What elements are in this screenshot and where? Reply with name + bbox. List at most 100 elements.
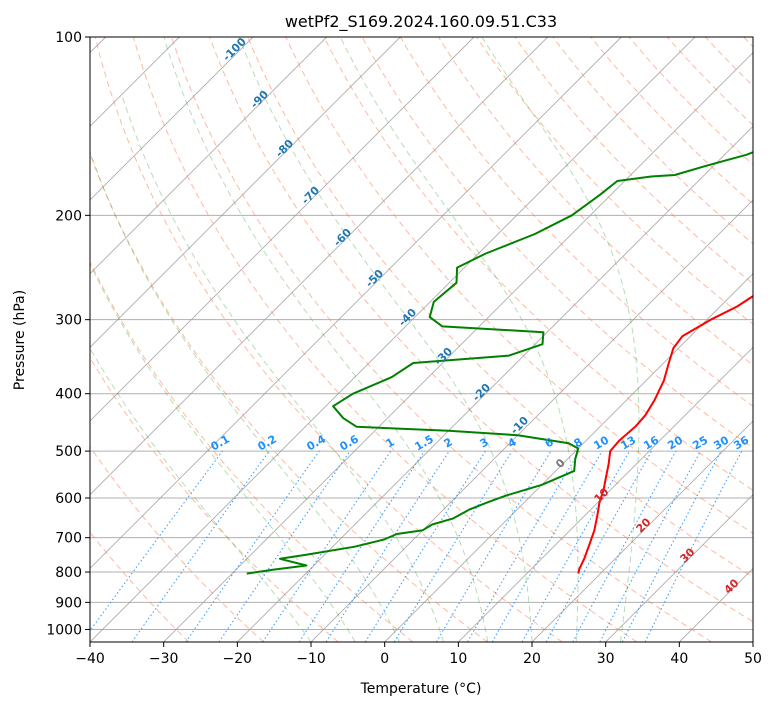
isotherm-label: -30: [432, 345, 455, 368]
mixing-ratio-label: 1: [384, 435, 397, 450]
dry-adiabat-line: [171, 37, 712, 642]
mixing-ratio-label: 8: [572, 435, 585, 450]
y-tick-label: 800: [55, 565, 82, 581]
dry-adiabat-label: 10: [592, 485, 612, 505]
x-tick-label: −40: [75, 651, 105, 667]
mixing-ratio-line: [90, 450, 223, 632]
mixing-ratio-label: 4: [506, 435, 519, 450]
mixing-ratio-label: 0.2: [256, 432, 279, 453]
x-tick-label: 0: [380, 651, 389, 667]
y-tick-label: 400: [55, 387, 82, 403]
chart-title: wetPf2_S169.2024.160.09.51.C33: [285, 12, 557, 32]
isotherm-line: [458, 346, 753, 642]
y-tick-label: 300: [55, 313, 82, 329]
isotherm-line: [237, 125, 753, 642]
moist-adiabat-line: [339, 37, 579, 642]
mixing-ratio-line: [545, 450, 653, 642]
y-axis-label: Pressure (hPa): [12, 290, 28, 390]
x-tick-label: 10: [449, 651, 467, 667]
dry-adiabat-line: [90, 446, 264, 642]
moist-adiabat-line: [90, 262, 356, 642]
isotherm-label: -20: [470, 381, 493, 404]
y-tick-label: 600: [55, 491, 82, 507]
mixing-ratio-label: 13: [618, 434, 638, 453]
isotherm-line: [163, 52, 753, 642]
isotherm-line: [605, 494, 753, 642]
y-tick-label: 100: [55, 30, 82, 46]
isotherm-label: -10: [508, 414, 531, 437]
mixing-ratio-line: [131, 450, 270, 642]
x-tick-label: 50: [744, 651, 762, 667]
dry-adiabat-line: [476, 37, 753, 325]
mixing-ratio-label: 30: [711, 433, 731, 452]
mixing-ratio-label: 6: [543, 435, 556, 450]
plot-frame: [89, 36, 754, 643]
x-tick-label: −30: [149, 651, 179, 667]
moist-adiabat-line: [121, 94, 445, 642]
moist-adiabat-line: [90, 150, 400, 642]
dry-adiabat-line: [285, 37, 753, 535]
mixing-ratio-line: [185, 450, 320, 642]
x-tick-label: −20: [223, 651, 253, 667]
dry-adiabat-line: [90, 531, 190, 642]
dry-adiabat-line: [90, 356, 339, 642]
dry-adiabat-line: [743, 37, 753, 48]
x-axis-label: Temperature (°C): [360, 681, 482, 697]
isotherm-label: -50: [363, 267, 386, 290]
mixing-ratio-label: 25: [690, 434, 710, 453]
isotherm-label: -60: [331, 226, 354, 249]
x-tick-label: −10: [296, 651, 326, 667]
mixing-ratio-line: [521, 450, 630, 642]
mixing-ratio-label: 10: [591, 433, 611, 452]
mixing-ratio-line: [325, 450, 450, 642]
moist-adiabat-line: [163, 37, 489, 642]
isotherm-line: [90, 37, 254, 201]
isotherm-line: [531, 420, 753, 642]
mixing-ratio-line: [599, 450, 701, 642]
mixing-ratio-line: [262, 450, 392, 642]
isotherm-label: -80: [273, 137, 296, 160]
mixing-ratio-line: [393, 450, 513, 642]
dry-adiabat-line: [90, 152, 488, 642]
moist-adiabat-line: [238, 37, 533, 642]
mixing-ratio-line: [364, 450, 486, 642]
dry-adiabat-label: 40: [722, 576, 742, 596]
isotherm-line: [90, 37, 401, 348]
x-tick-label: 20: [523, 651, 541, 667]
x-tick-label: 40: [670, 651, 688, 667]
mixing-ratio-line: [644, 450, 743, 642]
isotherm-line: [90, 37, 548, 496]
dry-adiabat-line: [399, 37, 753, 407]
moist-adiabat-line: [481, 37, 640, 642]
isotherm-label: -90: [248, 88, 271, 111]
y-tick-label: 1000: [46, 622, 82, 638]
dry-adiabat-line: [247, 37, 753, 578]
mixing-ratio-label: 3: [478, 435, 491, 450]
mixing-ratio-label: 0.6: [338, 432, 362, 453]
dry-adiabat-line: [437, 37, 753, 366]
dry-adiabat-line: [90, 260, 414, 642]
y-tick-label: 900: [55, 595, 82, 611]
isotherm-line: [90, 37, 327, 275]
mixing-ratio-line: [298, 450, 425, 642]
y-tick-label: 700: [55, 531, 82, 547]
dry-adiabat-label: 30: [678, 545, 698, 565]
isotherm-line: [90, 37, 622, 569]
dry-adiabat-line: [628, 37, 753, 166]
dry-adiabat-label: 0: [553, 456, 568, 471]
temperature-profile-line: [577, 294, 753, 574]
mixing-ratio-line: [435, 450, 552, 642]
mixing-ratio-label: 1.5: [413, 432, 436, 453]
mixing-ratio-label: 0.1: [209, 432, 232, 453]
dry-adiabat-line: [94, 37, 563, 642]
dry-adiabat-line: [704, 37, 753, 87]
isotherm-line: [384, 273, 753, 642]
mixing-ratio-line: [218, 450, 351, 642]
isotherm-label: -40: [396, 306, 419, 329]
mixing-ratio-line: [467, 450, 580, 642]
mixing-ratio-label: 36: [731, 433, 751, 452]
dry-adiabat-line: [514, 37, 753, 285]
isotherm-line: [90, 37, 475, 422]
y-tick-label: 200: [55, 208, 82, 224]
